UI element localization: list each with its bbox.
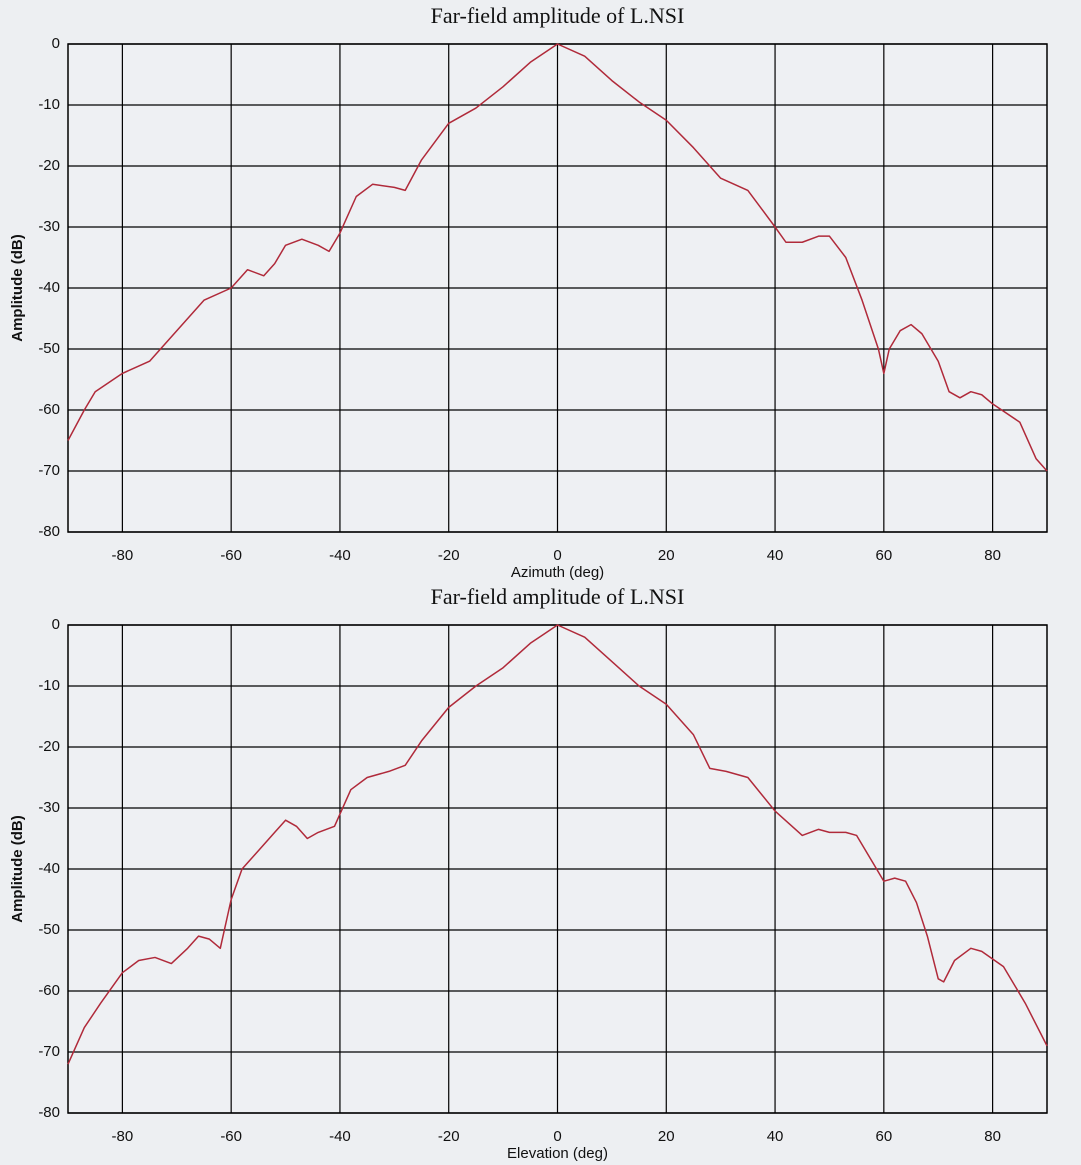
x-tick-label: 40 — [767, 547, 784, 564]
x-tick-label: -40 — [329, 547, 351, 564]
chart: Far-field amplitude of L.NSI Azimuth (deg… — [9, 3, 1048, 581]
x-tick-label: -80 — [112, 1128, 134, 1145]
y-tick-label: -40 — [38, 860, 60, 877]
y-tick-label: -80 — [38, 1104, 60, 1121]
chart-title: Far-field amplitude of L.NSI — [431, 3, 685, 28]
x-tick-label: -40 — [329, 1128, 351, 1145]
x-axis-label: Azimuth (deg) — [511, 564, 604, 581]
y-tick-label: -10 — [38, 96, 60, 113]
y-axis-label: Amplitude (dB) — [9, 815, 26, 922]
x-tick-label: -60 — [220, 1128, 242, 1145]
y-tick-label: -20 — [38, 157, 60, 174]
x-tick-label: -80 — [112, 547, 134, 564]
y-tick-label: -70 — [38, 462, 60, 479]
x-tick-label: 80 — [984, 1128, 1001, 1145]
y-tick-label: -70 — [38, 1043, 60, 1060]
x-tick-label: 80 — [984, 547, 1001, 564]
y-tick-label: -80 — [38, 523, 60, 540]
x-tick-label: 20 — [658, 1128, 675, 1145]
x-tick-label: 60 — [875, 1128, 892, 1145]
x-tick-label: -20 — [438, 547, 460, 564]
x-tick-label: 0 — [553, 547, 561, 564]
y-tick-label: -60 — [38, 401, 60, 418]
y-tick-label: -50 — [38, 340, 60, 357]
y-tick-label: -30 — [38, 799, 60, 816]
y-tick-label: -10 — [38, 677, 60, 694]
line — [67, 43, 1048, 472]
y-tick-label: -60 — [38, 982, 60, 999]
x-tick-label: -60 — [220, 547, 242, 564]
y-tick-label: -40 — [38, 279, 60, 296]
y-tick-label: -50 — [38, 921, 60, 938]
x-axis-label: Elevation (deg) — [507, 1145, 608, 1162]
x-tick-label: 40 — [767, 1128, 784, 1145]
y-tick-label: 0 — [52, 616, 60, 633]
line — [67, 624, 1048, 1065]
y-axis-label: Amplitude (dB) — [9, 234, 26, 341]
y-tick-label: -30 — [38, 218, 60, 235]
chart: Far-field amplitude of L.NSI Elevation (d… — [9, 584, 1048, 1162]
chart-title: Far-field amplitude of L.NSI — [431, 584, 685, 609]
x-tick-label: 0 — [553, 1128, 561, 1145]
x-tick-label: 20 — [658, 547, 675, 564]
x-tick-label: 60 — [875, 547, 892, 564]
y-tick-label: 0 — [52, 35, 60, 52]
y-tick-label: -20 — [38, 738, 60, 755]
x-tick-label: -20 — [438, 1128, 460, 1145]
